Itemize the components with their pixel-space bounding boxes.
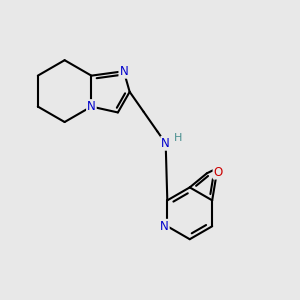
Text: N: N: [161, 137, 170, 150]
Text: N: N: [119, 65, 128, 78]
Text: N: N: [87, 100, 96, 113]
Text: H: H: [174, 133, 182, 143]
Text: O: O: [214, 166, 223, 178]
Text: N: N: [160, 220, 169, 233]
